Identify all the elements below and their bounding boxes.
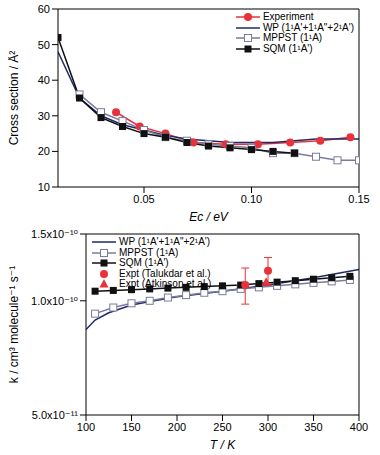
svg-text:Cross section / Å²: Cross section / Å² — [8, 51, 21, 146]
svg-text:100: 100 — [77, 421, 95, 433]
svg-text:150: 150 — [122, 421, 140, 433]
svg-text:30: 30 — [38, 110, 50, 122]
svg-text:40: 40 — [38, 74, 50, 86]
svg-text:1.5x10⁻¹⁰: 1.5x10⁻¹⁰ — [31, 228, 78, 240]
svg-text:Ec / eV: Ec / eV — [189, 210, 229, 224]
svg-text:20: 20 — [38, 145, 50, 157]
svg-text:300: 300 — [259, 421, 277, 433]
svg-text:350: 350 — [304, 421, 322, 433]
html-text:SQM (1¹A'): SQM (1¹A') — [262, 42, 313, 54]
html-text:Expt (Atkinson et al.): Expt (Atkinson et al.) — [119, 278, 212, 289]
svg-text:0.15: 0.15 — [348, 193, 369, 205]
html-text:Experiment: Experiment — [262, 11, 314, 22]
svg-text:0.10: 0.10 — [241, 193, 262, 205]
html-text:MPPST (1¹A): MPPST (1¹A) — [119, 246, 179, 258]
svg-text:250: 250 — [213, 421, 231, 433]
html-text:WP (1¹A'+1¹A"+2¹A'): WP (1¹A'+1¹A"+2¹A') — [119, 236, 211, 247]
svg-text:50: 50 — [38, 39, 50, 51]
svg-text:T / K: T / K — [210, 438, 236, 452]
svg-text:10: 10 — [38, 181, 50, 193]
html-text:MPPST (1¹A): MPPST (1¹A) — [262, 32, 323, 43]
html-text:Expt (Talukdar et al.): Expt (Talukdar et al.) — [119, 267, 211, 279]
html-text:SQM (1¹A'): SQM (1¹A') — [119, 257, 169, 268]
svg-text:400: 400 — [350, 421, 368, 433]
svg-text:5.0x10⁻¹¹: 5.0x10⁻¹¹ — [32, 409, 78, 421]
svg-text:200: 200 — [168, 421, 186, 433]
svg-text:60: 60 — [38, 3, 50, 15]
svg-text:k / cm³ molecule⁻¹ s⁻¹: k / cm³ molecule⁻¹ s⁻¹ — [8, 266, 21, 383]
svg-text:1.0x10⁻¹⁰: 1.0x10⁻¹⁰ — [31, 295, 78, 307]
html-text:WP (1¹A'+1¹A"+2¹A'): WP (1¹A'+1¹A"+2¹A') — [262, 21, 354, 33]
svg-text:0.05: 0.05 — [133, 193, 154, 205]
